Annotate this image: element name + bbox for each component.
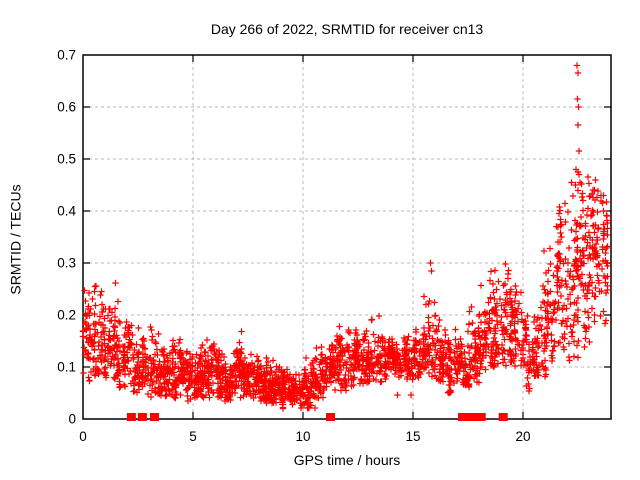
y-tick-label: 0.1 [57, 360, 76, 375]
y-tick-label: 0.6 [57, 100, 76, 115]
x-axis-label: GPS time / hours [293, 452, 401, 468]
x-tick-label: 10 [295, 429, 310, 444]
zero-value-marker [476, 413, 486, 421]
zero-value-marker [326, 413, 335, 421]
plot-border [82, 54, 612, 420]
y-tick-label: 0 [68, 412, 76, 427]
zero-value-marker [137, 413, 147, 421]
x-tick-label: 15 [405, 429, 420, 444]
x-tick-label: 20 [515, 429, 530, 444]
x-tick-label: 5 [189, 429, 197, 444]
zero-value-marker [126, 413, 136, 421]
scatter-plus-markers [79, 62, 611, 412]
x-tick-label: 0 [79, 429, 87, 444]
zero-value-marker [150, 413, 159, 421]
zero-value-marker [458, 413, 467, 421]
y-tick-label: 0.7 [57, 48, 76, 63]
zero-value-marker [465, 413, 475, 421]
y-tick-label: 0.3 [57, 256, 76, 271]
y-tick-label: 0.5 [57, 152, 76, 167]
zero-value-marker [498, 413, 508, 421]
y-tick-label: 0.4 [57, 204, 76, 219]
y-tick-label: 0.2 [57, 308, 76, 323]
chart-title: Day 266 of 2022, SRMTID for receiver cn1… [210, 21, 484, 37]
